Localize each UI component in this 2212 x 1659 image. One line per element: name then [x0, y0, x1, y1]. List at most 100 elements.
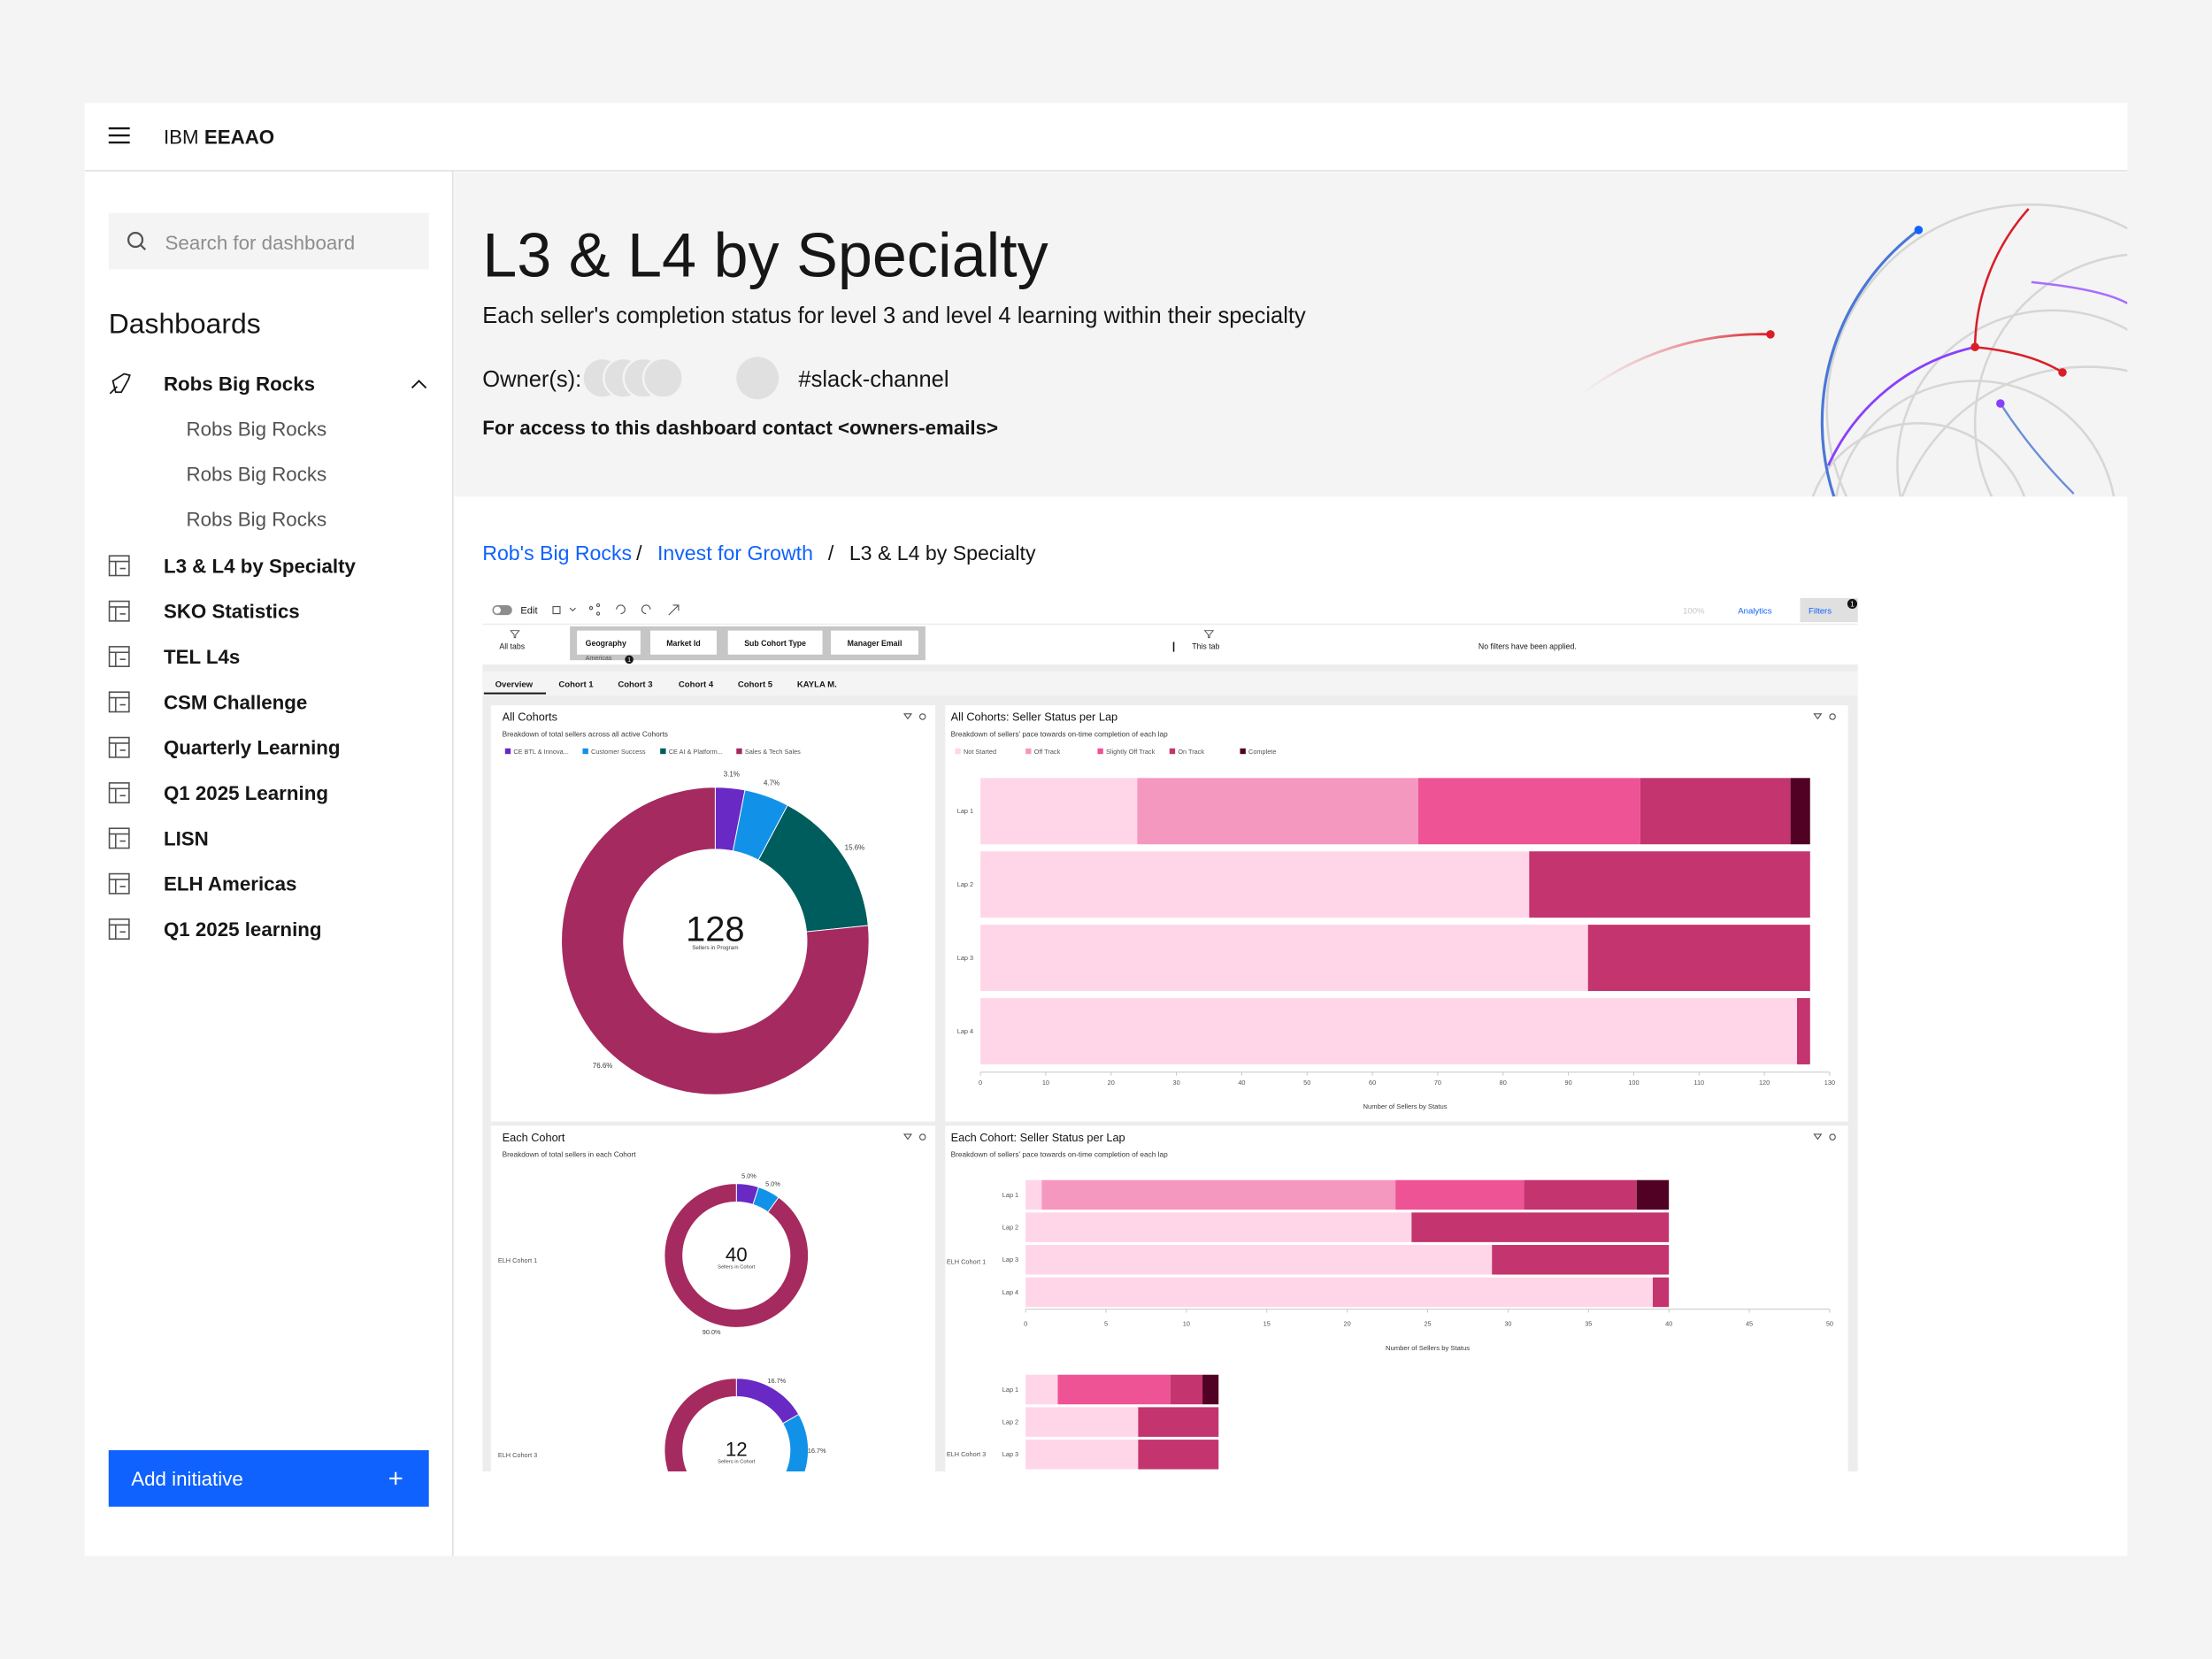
bar-segment — [1790, 778, 1810, 845]
owner-avatars — [581, 357, 684, 399]
legend-swatch — [955, 748, 961, 755]
bar-segment — [980, 851, 1530, 918]
x-tick-label: 15 — [1263, 1320, 1271, 1328]
bar-segment — [1529, 851, 1810, 918]
nav-item[interactable]: SKO Statistics — [164, 601, 300, 623]
x-tick-label: 130 — [1824, 1079, 1835, 1087]
chart-subtitle: Breakdown of total sellers in each Cohor… — [503, 1149, 637, 1158]
tab[interactable]: Cohort 1 — [558, 680, 594, 689]
hero-decoration — [1578, 203, 2128, 497]
nav-item[interactable]: LISN — [164, 827, 209, 849]
x-tick-label: 30 — [1173, 1079, 1180, 1087]
x-tick-label: 35 — [1585, 1320, 1592, 1328]
tab[interactable]: KAYLA M. — [797, 680, 837, 689]
tab[interactable]: Cohort 4 — [679, 680, 714, 689]
x-tick-label: 10 — [1042, 1079, 1049, 1087]
bar-segment — [1640, 778, 1791, 845]
page-title: L3 & L4 by Specialty — [482, 220, 1048, 290]
toolbar — [482, 595, 1858, 624]
x-tick-label: 100 — [1628, 1079, 1639, 1087]
chart-title: Each Cohort: Seller Status per Lap — [951, 1131, 1125, 1144]
add-initiative-label: Add initiative — [131, 1468, 243, 1490]
donut-segment — [664, 1183, 810, 1328]
donut-segment — [782, 1413, 810, 1471]
bar-segment — [1395, 1179, 1525, 1210]
filters-label: Filters — [1809, 607, 1832, 617]
bar-segment — [1138, 1440, 1219, 1470]
nav-item[interactable]: ELH Americas — [164, 873, 296, 895]
nav-subitem[interactable]: Robs Big Rocks — [186, 509, 326, 531]
bar-segment — [1025, 1277, 1653, 1308]
x-axis-label: Number of Sellers by Status — [1363, 1102, 1447, 1110]
slack-channel[interactable]: #slack-channel — [798, 367, 949, 392]
icon-frame — [108, 600, 130, 622]
nav-subitem[interactable]: Robs Big Rocks — [186, 419, 326, 441]
x-tick-label: 0 — [979, 1079, 982, 1087]
add-initiative-button[interactable] — [108, 1450, 429, 1507]
dashboard-icon — [108, 555, 130, 577]
nav-item[interactable]: Q1 2025 learning — [164, 918, 322, 941]
nav-subitem[interactable]: Robs Big Rocks — [186, 464, 326, 486]
brand-name: EEAAO — [204, 127, 274, 149]
y-tick-label: Lap 2 — [957, 880, 973, 888]
settings-icon — [918, 1133, 926, 1141]
chart-subtitle: Breakdown of total sellers across all ac… — [503, 729, 668, 738]
nav-item[interactable]: Quarterly Learning — [164, 737, 341, 759]
group-label: ELH Cohort 1 — [947, 1258, 986, 1266]
nav-group-label[interactable]: Robs Big Rocks — [164, 373, 315, 396]
analytics-button[interactable]: Analytics — [1738, 607, 1771, 617]
breadcrumb-link[interactable]: Invest for Growth — [657, 541, 813, 565]
add-icon — [389, 1471, 403, 1486]
y-tick-label: Lap 2 — [1002, 1418, 1018, 1426]
dashboard-icon — [108, 827, 130, 849]
bar-segment — [980, 778, 1138, 845]
y-tick-label: Lap 4 — [957, 1027, 973, 1035]
chart-actions[interactable] — [902, 1133, 926, 1141]
nav-item[interactable]: L3 & L4 by Specialty — [164, 555, 357, 577]
breadcrumb-separator: / — [828, 541, 834, 565]
zoom-level[interactable]: 100% — [1683, 607, 1705, 617]
search-box[interactable] — [108, 212, 429, 270]
search-placeholder: Search for dashboard — [165, 232, 356, 254]
legend-label: CE BTL & Innova... — [513, 748, 568, 756]
bar-segment — [980, 925, 1588, 992]
filters-badge-count: 1 — [1850, 601, 1855, 609]
chart-actions[interactable] — [902, 713, 926, 720]
bar-segment — [1025, 1440, 1139, 1470]
toolbar-icons[interactable] — [552, 603, 680, 616]
nav-item[interactable]: Q1 2025 Learning — [164, 782, 328, 804]
icon-frame — [108, 555, 130, 577]
icon-frame — [108, 918, 130, 941]
x-tick-label: 0 — [1024, 1320, 1027, 1328]
dashboard-icon — [108, 872, 130, 895]
tab[interactable]: Cohort 3 — [618, 680, 652, 689]
bar-segment — [1797, 998, 1810, 1064]
nav-item[interactable]: CSM Challenge — [164, 691, 307, 713]
bar-segment — [1417, 778, 1640, 845]
chart-actions[interactable] — [1813, 713, 1836, 720]
donut-center-label: Sellers in Cohort — [718, 1264, 756, 1270]
tab[interactable]: Cohort 5 — [738, 680, 773, 689]
x-tick-label: 70 — [1434, 1079, 1441, 1087]
menu-button[interactable] — [108, 127, 130, 144]
filter-chip[interactable] — [650, 630, 717, 655]
filter-chip[interactable] — [831, 630, 918, 655]
filter-chip[interactable] — [727, 630, 823, 655]
chart-subtitle: Breakdown of sellers' pace towards on-ti… — [951, 729, 1168, 738]
breadcrumb-link[interactable]: Rob's Big Rocks — [482, 541, 632, 565]
bar-segment — [1041, 1179, 1396, 1210]
data-label: 16.7% — [767, 1377, 786, 1385]
nav-item[interactable]: TEL L4s — [164, 646, 240, 668]
x-tick-label: 45 — [1746, 1320, 1753, 1328]
collapse-chevron[interactable] — [411, 380, 427, 389]
filter-icon — [1203, 630, 1215, 639]
legend-swatch — [582, 748, 588, 755]
tab[interactable]: Overview — [495, 680, 534, 689]
x-tick-label: 90 — [1565, 1079, 1572, 1087]
legend-label: Slightly Off Track — [1106, 748, 1156, 756]
header: IBM EEAAO — [84, 127, 2128, 172]
chart-actions[interactable] — [1813, 1133, 1836, 1141]
filter-chip[interactable] — [577, 630, 641, 655]
